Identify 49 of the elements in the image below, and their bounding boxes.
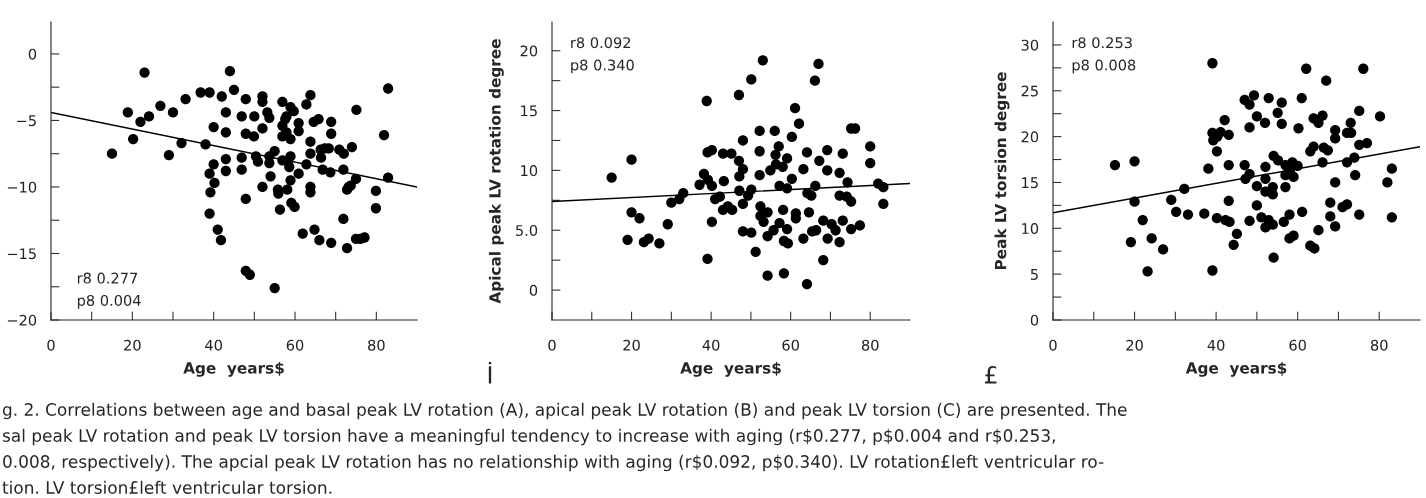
x-tick-label: 0 (548, 339, 556, 351)
x-tick-label: 20 (124, 339, 141, 351)
text: tion. LV torsion£left ventricular torsion. (2, 480, 332, 494)
annotation: p8 0.004 (77, 294, 141, 309)
x-tick-label: 60 (782, 339, 799, 351)
y-axis-title: Peak LV torsion degree (994, 72, 1010, 270)
x-axis-title: Age years$ (680, 361, 781, 377)
text: 0.008, respectively). The apcial peak LV rotation has no relationship with aging (r$0.092, p$0.340). LV rotation£left ventricular ro- (3, 454, 1104, 472)
x-axis-title: Age years$ (1185, 361, 1287, 377)
y-tick-label: −15 (7, 248, 36, 260)
x-tick-label: 40 (702, 339, 720, 351)
annotation: p8 0.008 (1072, 59, 1136, 74)
y-tick-label: 30 (1021, 39, 1039, 51)
y-tick-label: 0 (529, 284, 538, 296)
y-tick-label: −20 (7, 314, 37, 326)
x-tick-label: 80 (368, 339, 385, 351)
y-tick-label: 10 (521, 165, 538, 177)
y-tick-label: 20 (520, 45, 538, 57)
y-tick-label: 15 (521, 105, 537, 117)
text: g. 2. Correlations between age and basal peak LV rotation (A), apical peak LV rotation (B) and peak LV torsion (C) are presented. The (2, 402, 1127, 420)
x-tick-label: 0 (47, 339, 55, 351)
y-tick-label: 10 (1022, 223, 1039, 235)
y-tick-label: 15 (1022, 177, 1038, 189)
annotation: p8 0.340 (571, 59, 634, 74)
x-tick-label: 80 (1370, 339, 1388, 351)
x-tick-label: 40 (1207, 339, 1225, 351)
y-tick-label: 20 (1021, 131, 1039, 143)
x-tick-label: 20 (623, 339, 640, 351)
y-tick-label: 0 (1030, 314, 1039, 326)
y-tick-label: −5 (17, 115, 36, 127)
text: sal peak LV rotation and peak LV torsion have a meaningful tendency to increase with aging (r$0.277, p$0.004 and r$0.253, (2, 428, 1055, 446)
y-tick-label: 5 (1030, 269, 1038, 280)
x-tick-label: 40 (205, 339, 222, 351)
annotation: r8 0.253 (1072, 37, 1132, 49)
y-tick-label: 5.0 (516, 224, 538, 236)
annotation: r8 0.092 (571, 37, 631, 49)
y-tick-label: 25 (1021, 85, 1038, 97)
text: İ (488, 361, 492, 384)
y-tick-label: −10 (7, 181, 37, 193)
x-axis-title: Age years$ (183, 361, 284, 377)
y-tick-label: 0 (28, 48, 37, 60)
x-tick-label: 60 (286, 339, 304, 351)
x-tick-label: 80 (861, 339, 879, 351)
annotation: r8 0.277 (77, 272, 138, 284)
x-tick-label: 20 (1126, 339, 1143, 351)
x-tick-label: 0 (1049, 339, 1057, 351)
x-tick-label: 60 (1289, 339, 1306, 351)
y-axis-title: Apical peak LV rotation degree (488, 39, 504, 304)
text: £ (984, 365, 997, 384)
